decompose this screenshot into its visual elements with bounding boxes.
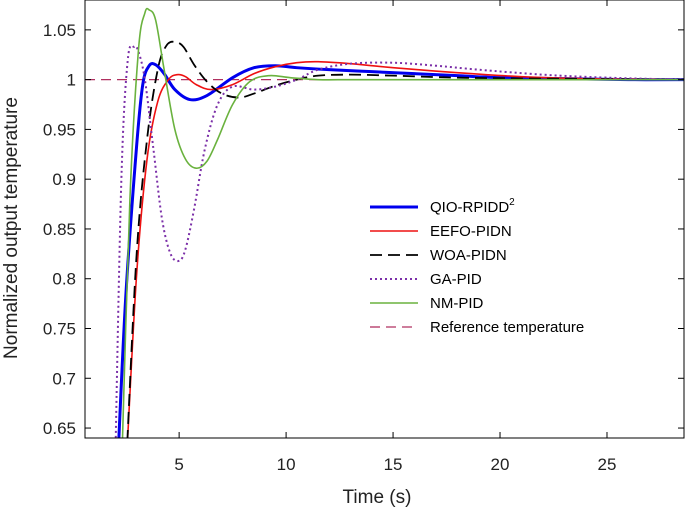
y-tick-label: 1.05 <box>43 21 76 40</box>
y-tick-label: 0.7 <box>52 369 76 388</box>
x-tick-label: 20 <box>491 455 510 474</box>
legend-label: GA-PID <box>430 271 482 288</box>
legend-label-text: EEFO-PIDN <box>430 223 512 240</box>
legend-label-text: QIO-RPIDD <box>430 199 509 216</box>
y-tick-label: 0.95 <box>43 120 76 139</box>
legend-label-text: Reference temperature <box>430 319 584 336</box>
x-tick-label: 15 <box>384 455 403 474</box>
legend: QIO-RPIDD2 EEFO-PIDN WOA-PIDN GA-PID NM-PID R… <box>370 197 584 336</box>
y-tick-label: 0.85 <box>43 220 76 239</box>
y-tick-label: 0.8 <box>52 270 76 289</box>
plot-frame <box>84 0 685 439</box>
y-tick-label: 1 <box>67 71 76 90</box>
y-tick-label: 0.65 <box>43 419 76 438</box>
legend-label: WOA-PIDN <box>430 247 507 264</box>
y-axis-label: Normalized output temperature <box>1 97 22 359</box>
x-axis-label: Time (s) <box>343 487 412 508</box>
legend-label-superscript: 2 <box>509 197 515 208</box>
legend-label: Reference temperature <box>430 319 584 336</box>
y-tick-label: 0.9 <box>52 170 76 189</box>
series-line-nm-pid <box>121 7 684 438</box>
series-line-qio-rpidd <box>117 61 685 438</box>
series-line-eefo-pidn <box>126 60 685 438</box>
legend-label: QIO-RPIDD2 <box>430 197 515 216</box>
legend-label-text: GA-PID <box>430 271 482 288</box>
y-tick-label: 0.75 <box>43 320 76 339</box>
x-tick-label: 10 <box>277 455 296 474</box>
legend-label: NM-PID <box>430 295 483 312</box>
legend-label: EEFO-PIDN <box>430 223 512 240</box>
tick-layer: 5 10 15 20 25 0.65 0.7 0.75 0.8 0.85 0.9 0.95 1 1.05 <box>43 0 684 474</box>
series-layer <box>85 7 685 438</box>
x-tick-label: 5 <box>174 455 183 474</box>
series-line-ga-pid <box>114 44 685 438</box>
legend-label-text: NM-PID <box>430 295 483 312</box>
series-line-woa-pidn <box>126 40 685 438</box>
x-tick-label: 25 <box>598 455 617 474</box>
legend-label-text: WOA-PIDN <box>430 247 507 264</box>
